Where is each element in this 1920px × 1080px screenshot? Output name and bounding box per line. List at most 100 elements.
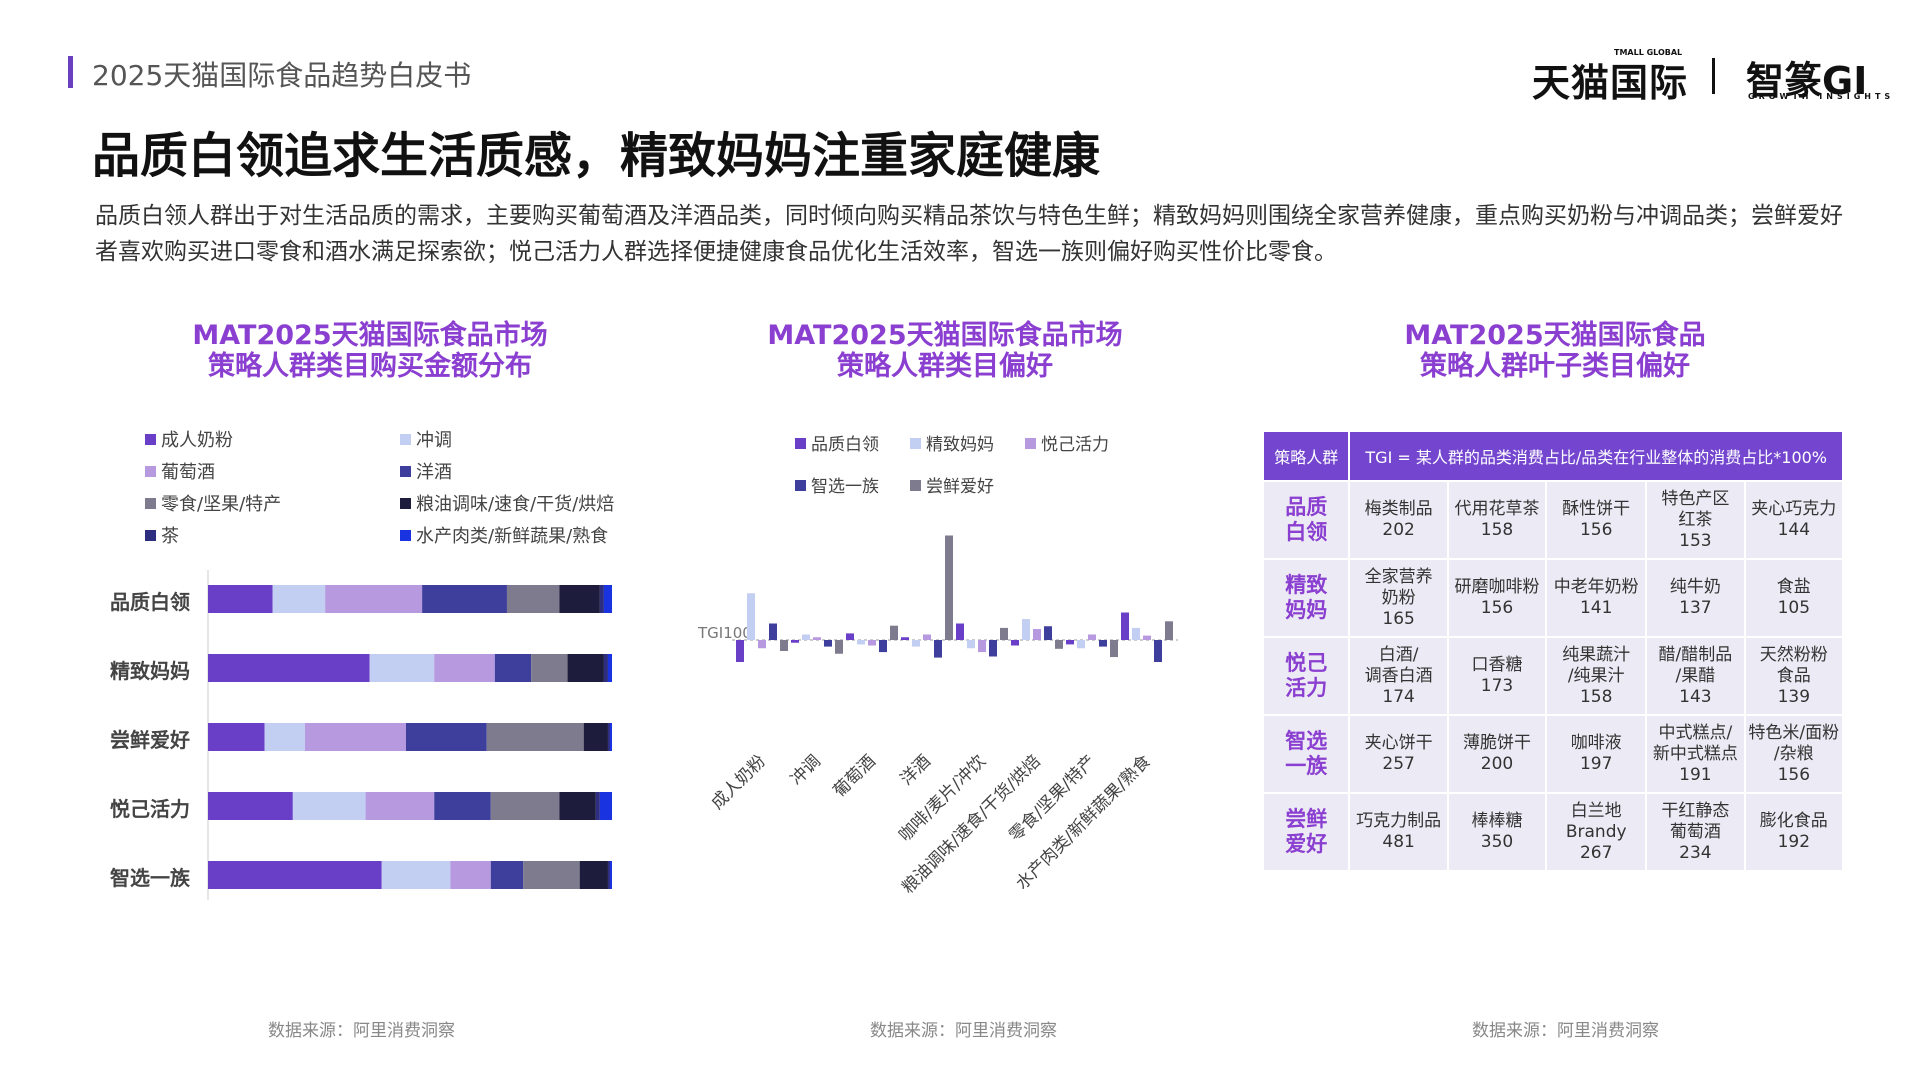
table-cell-tgi: 144 — [1777, 520, 1811, 540]
table-cell-tgi: 156 — [1579, 520, 1613, 540]
table-cell-category: 膨化食品 — [1759, 811, 1828, 831]
table-row: 尝鲜 爱好 巧克力制品 481 棒棒糖 350 白兰地 Brandy 267 干红静态 葡萄酒… — [1264, 794, 1842, 870]
table-row: 品质 白领 梅类制品 202 代用花草茶 158 酥性饼干 156 特色产区 红茶 153 夹心巧… — [1264, 482, 1842, 558]
table-cell-tgi: 192 — [1777, 832, 1811, 852]
table-cell: 特色米/面粉 /杂粮 156 — [1745, 716, 1842, 792]
table-cell: 口香糖 173 — [1448, 638, 1546, 714]
table-segment-label: 悦己 活力 — [1264, 638, 1349, 714]
chart2-tick-label: 冲调 — [787, 751, 825, 789]
chart1-legend-item-葡萄酒: 葡萄酒 — [145, 458, 215, 484]
chart1-bar-智选一族-粮油调味-速食-干货-烘焙 — [579, 861, 608, 889]
table-cell-tgi: 141 — [1579, 598, 1613, 618]
chart1-legend-item-零食-坚果-特产: 零食/坚果/特产 — [145, 490, 281, 516]
chart1-bar-智选一族-水产肉类-新鲜蔬果-熟食 — [609, 861, 612, 889]
table-cell: 白酒/ 调香白酒 174 — [1350, 638, 1447, 714]
chart1-bar-智选一族-冲调 — [381, 861, 451, 889]
brand-divider — [1712, 58, 1715, 94]
chart1-bar-尝鲜爱好-茶 — [607, 723, 610, 751]
legend-swatch — [910, 479, 921, 491]
table-cell: 研磨咖啡粉 156 — [1448, 560, 1546, 636]
table-cell-category: 纯果蔬汁 /纯果汁 — [1562, 644, 1631, 686]
chart1-bar-品质白领-水产肉类-新鲜蔬果-熟食 — [603, 585, 612, 613]
chart2-source: 数据来源：阿里消费洞察 — [870, 1021, 1057, 1041]
report-title: 2025天猫国际食品趋势白皮书 — [92, 59, 472, 92]
chart2-legend-item-智选一族: 智选一族 — [795, 472, 879, 497]
page-headline: 品质白领追求生活质感，精致妈妈注重家庭健康 — [92, 128, 1101, 184]
table-cell-tgi: 174 — [1382, 686, 1415, 707]
chart1-bar-悦己活力-茶 — [595, 792, 600, 820]
chart2-bar-咖啡-麦片-冲饮-悦己活力 — [978, 640, 986, 653]
legend-label: 智选一族 — [811, 477, 879, 497]
legend-label: 粮油调味/速食/干货/烘焙 — [416, 494, 615, 515]
table-row: 悦己 活力 白酒/ 调香白酒 174 口香糖 173 纯果蔬汁 /纯果汁 158 醋/醋制品 … — [1264, 638, 1842, 714]
chart1-bar-品质白领-零食-坚果-特产 — [506, 585, 560, 613]
chart1-bar-品质白领-葡萄酒 — [325, 585, 423, 613]
legend-label: 悦己活力 — [1041, 435, 1109, 455]
table-cell: 巧克力制品 481 — [1350, 794, 1447, 870]
chart2-bar-冲调-尝鲜爱好 — [835, 640, 843, 654]
table-row: 精致 妈妈 全家营养 奶粉 165 研磨咖啡粉 156 中老年奶粉 141 纯牛奶 137 食盐 1… — [1264, 560, 1842, 636]
table-cell-category: 白酒/ 调香白酒 — [1364, 644, 1433, 686]
chart1-bar-尝鲜爱好-冲调 — [264, 723, 305, 751]
table-cell: 咖啡液 197 — [1547, 716, 1646, 792]
chart1-bar-尝鲜爱好-葡萄酒 — [304, 723, 406, 751]
chart2-title: MAT2025天猫国际食品市场 策略人群类目偏好 — [767, 320, 1123, 382]
legend-swatch — [400, 433, 411, 445]
brand-logo-gi: 智篆GI — [1746, 59, 1868, 103]
legend-swatch — [400, 529, 411, 541]
chart2-legend-item-品质白领: 品质白领 — [795, 430, 879, 455]
chart1-legend-item-冲调: 冲调 — [400, 426, 452, 452]
table-segment-label: 尝鲜 爱好 — [1264, 794, 1349, 870]
legend-label: 成人奶粉 — [161, 430, 233, 451]
chart1-bar-悦己活力-冲调 — [292, 792, 366, 820]
chart1-bar-精致妈妈-水产肉类-新鲜蔬果-熟食 — [607, 654, 612, 682]
table-segment-label: 智选 一族 — [1264, 716, 1349, 792]
table-cell-category: 食盐 — [1776, 577, 1811, 597]
chart1-bar-智选一族-葡萄酒 — [450, 861, 491, 889]
table-cell-category: 醋/醋制品 /果醋 — [1658, 644, 1733, 686]
table-cell-category: 夹心巧克力 — [1751, 499, 1837, 519]
tgi-baseline-label: TGI100 — [697, 624, 752, 642]
table-header-segment: 策略人群 — [1264, 432, 1349, 480]
table-cell: 膨化食品 192 — [1745, 794, 1842, 870]
chart2-bar-冲调-品质白领 — [791, 640, 799, 643]
table-cell: 代用花草茶 158 — [1448, 482, 1546, 558]
table-cell-category: 薄脆饼干 — [1463, 733, 1531, 753]
table-cell: 特色产区 红茶 153 — [1647, 482, 1744, 558]
chart1-bar-精致妈妈-冲调 — [369, 654, 435, 682]
legend-swatch — [145, 497, 156, 509]
table-cell: 酥性饼干 156 — [1547, 482, 1646, 558]
chart1-row-label: 智选一族 — [110, 866, 190, 890]
legend-swatch — [795, 437, 806, 449]
brand-tmall-small: TMALL GLOBAL — [1614, 48, 1683, 57]
table-cell: 全家营养 奶粉 165 — [1350, 560, 1447, 636]
table-segment-label: 精致 妈妈 — [1264, 560, 1349, 636]
table-cell-tgi: 158 — [1480, 520, 1514, 540]
table-cell: 梅类制品 202 — [1350, 482, 1447, 558]
chart1-bar-品质白领-粮油调味-速食-干货-烘焙 — [559, 585, 600, 613]
table-cell-tgi: 165 — [1382, 608, 1415, 629]
chart2-bar-葡萄酒-品质白领 — [846, 633, 854, 640]
table-cell-tgi: 267 — [1579, 842, 1613, 863]
chart2-legend-item-尝鲜爱好: 尝鲜爱好 — [910, 472, 994, 497]
table-cell: 干红静态 葡萄酒 234 — [1647, 794, 1744, 870]
table-cell-tgi: 105 — [1777, 598, 1811, 618]
chart2-bar-零食-坚果-特产-悦己活力 — [1088, 634, 1096, 640]
chart2-bar-成人奶粉-悦己活力 — [758, 640, 766, 649]
chart1-bar-品质白领-成人奶粉 — [208, 585, 273, 613]
chart2-bar-冲调-精致妈妈 — [802, 634, 810, 640]
chart2-bar-粮油调味-速食-干货-烘焙-品质白领 — [1011, 640, 1019, 646]
table-cell-tgi: 191 — [1679, 764, 1712, 785]
table-cell-category: 研磨咖啡粉 — [1454, 577, 1540, 597]
table-cell-category: 特色产区 红茶 — [1661, 488, 1730, 530]
legend-swatch — [145, 433, 156, 445]
chart1-bar-品质白领-冲调 — [272, 585, 326, 613]
legend-label: 零食/坚果/特产 — [161, 494, 282, 515]
table-cell-tgi: 158 — [1579, 686, 1613, 707]
chart1-bar-精致妈妈-洋酒 — [494, 654, 532, 682]
table-cell-tgi: 197 — [1579, 754, 1613, 774]
table-cell-tgi: 143 — [1679, 686, 1712, 707]
chart1-bar-品质白领-洋酒 — [422, 585, 507, 613]
chart3-source: 数据来源：阿里消费洞察 — [1472, 1021, 1659, 1041]
